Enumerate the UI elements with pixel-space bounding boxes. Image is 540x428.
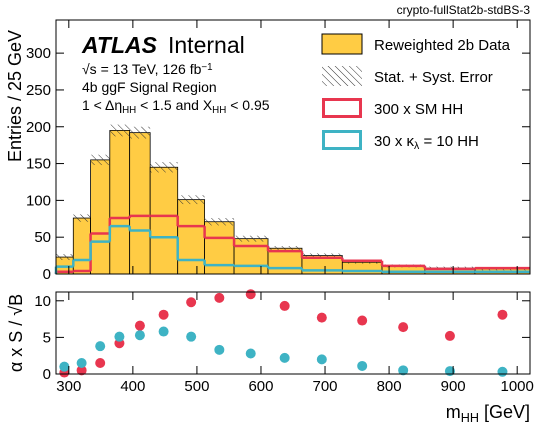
text-part: 30 x κ xyxy=(374,133,415,150)
x-tick-label: 500 xyxy=(184,378,209,395)
x-tick-label: 600 xyxy=(248,378,273,395)
point xyxy=(279,352,290,363)
point xyxy=(357,360,368,371)
point xyxy=(214,292,225,303)
text-part: λ xyxy=(414,140,420,152)
text-part: HH xyxy=(122,105,136,116)
legend-label: 300 x SM HH xyxy=(374,101,463,118)
error-band xyxy=(90,154,110,166)
point xyxy=(214,344,225,355)
text-part: < 0.95 xyxy=(226,97,269,113)
error-band xyxy=(73,214,91,222)
axes-frame xyxy=(55,19,531,275)
text-part: √s = 13 TeV, 126 fb xyxy=(82,61,202,77)
y-tick-label: 5 xyxy=(43,329,51,346)
legend-label: Reweighted 2b Data xyxy=(374,37,511,54)
point xyxy=(444,330,455,341)
x-tick-label: 700 xyxy=(313,378,338,395)
hist-bar xyxy=(177,199,206,275)
error-band xyxy=(301,253,343,258)
hist-bar xyxy=(233,238,269,275)
error-band xyxy=(342,260,383,264)
point xyxy=(497,366,508,377)
text-part: 1 < Δη xyxy=(82,97,122,113)
error-band xyxy=(268,246,302,251)
text-part: HH xyxy=(212,105,226,116)
y-axis-label: α x S / √B xyxy=(6,294,26,372)
y-tick-label: 50 xyxy=(34,229,51,246)
tag: crypto-fullStat2b-stdBS-3 xyxy=(397,3,531,17)
error-band xyxy=(234,235,269,242)
x-axis-label: mHH [GeV] xyxy=(446,402,530,425)
error-band xyxy=(109,124,130,137)
text-part: 4b ggF Signal Region xyxy=(82,79,217,95)
point xyxy=(158,309,169,320)
point xyxy=(316,354,327,365)
error-band xyxy=(150,162,178,173)
legend-swatch xyxy=(322,98,362,118)
hist-bar xyxy=(109,130,131,275)
annotation: 1 < ΔηHH < 1.5 and XHH < 0.95 xyxy=(82,97,270,116)
point xyxy=(186,297,197,308)
text-part: −1 xyxy=(201,62,212,73)
point xyxy=(76,365,87,376)
y-tick-label: 300 xyxy=(26,45,51,62)
error-band xyxy=(129,126,151,139)
x-tick-label: 400 xyxy=(120,378,145,395)
y-tick-label: 0 xyxy=(43,266,51,283)
x-tick-label: 1000 xyxy=(501,378,534,395)
y-tick-label: 150 xyxy=(26,156,51,173)
text-part: [GeV] xyxy=(479,402,530,422)
y-tick-label: 100 xyxy=(26,192,51,209)
point xyxy=(95,341,106,352)
status-label: Internal xyxy=(168,32,245,58)
text-part: < 1.5 and X xyxy=(136,97,213,113)
error-band xyxy=(177,195,205,205)
point xyxy=(158,326,169,337)
point xyxy=(95,358,106,369)
x-tick-label: 300 xyxy=(56,378,81,395)
x-tick-label: 800 xyxy=(377,378,402,395)
hist-bar xyxy=(129,132,151,275)
point xyxy=(398,322,409,333)
legend-label: Stat. + Syst. Error xyxy=(374,69,493,86)
point xyxy=(497,309,508,320)
text-part: HH xyxy=(461,411,479,425)
text-part: m xyxy=(446,402,461,422)
atlas-label: ATLAS xyxy=(81,32,158,58)
hist-bar xyxy=(72,217,91,275)
axes-frame xyxy=(55,291,531,375)
point xyxy=(76,358,87,369)
annotation: √s = 13 TeV, 126 fb−1 xyxy=(82,61,213,77)
point xyxy=(59,361,70,372)
point xyxy=(279,300,290,311)
y-tick-label: 0 xyxy=(43,366,51,383)
hist-bar xyxy=(149,166,179,275)
y-tick-label: 200 xyxy=(26,119,51,136)
point xyxy=(316,312,327,323)
legend-swatch xyxy=(321,33,363,55)
point xyxy=(134,320,145,331)
legend-swatch xyxy=(322,66,362,86)
point xyxy=(398,365,409,376)
point xyxy=(134,330,145,341)
x-tick-label: 900 xyxy=(441,378,466,395)
point xyxy=(114,331,125,342)
legend-label: 30 x κλ = 10 HH xyxy=(374,133,479,152)
y-tick-label: 10 xyxy=(34,293,51,310)
annotation: 4b ggF Signal Region xyxy=(82,79,217,95)
legend-swatch xyxy=(322,130,362,150)
point xyxy=(245,289,256,300)
point xyxy=(357,315,368,326)
y-axis-label: Entries / 25 GeV xyxy=(5,30,25,162)
text-part: = 10 HH xyxy=(419,133,479,150)
y-tick-label: 250 xyxy=(26,82,51,99)
point xyxy=(186,331,197,342)
error-band xyxy=(56,254,74,261)
point xyxy=(245,348,256,359)
error-band xyxy=(204,218,235,226)
hist-bar xyxy=(90,159,111,275)
